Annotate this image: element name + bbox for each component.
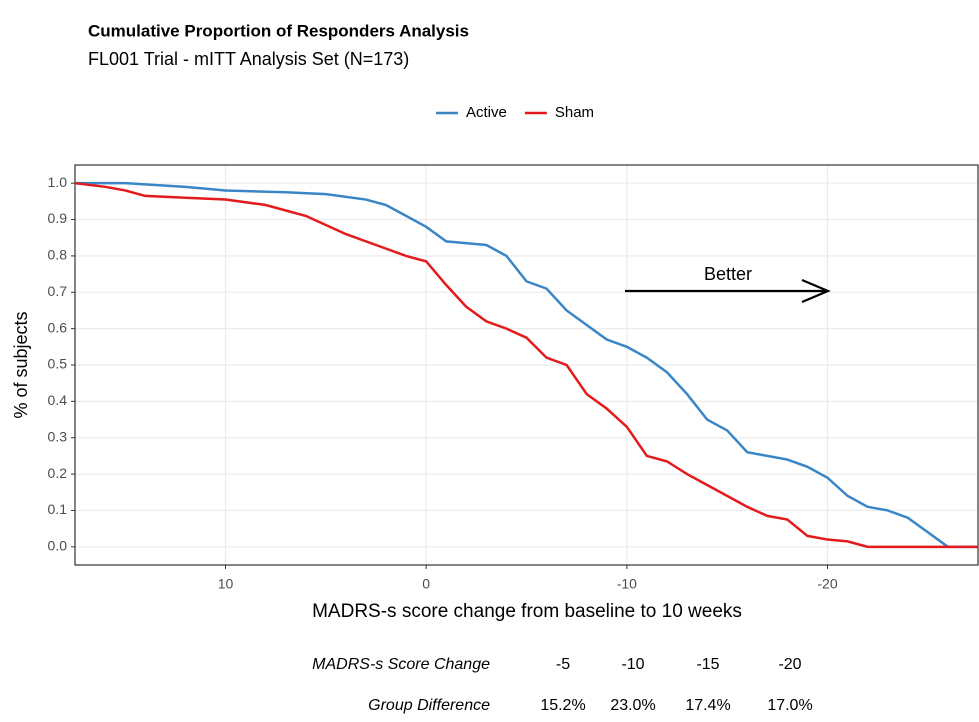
y-tick-label: 0.5 bbox=[48, 356, 68, 372]
y-tick-label: 0.1 bbox=[48, 501, 68, 517]
annotation-arrow bbox=[625, 278, 831, 304]
table-cell: 17.4% bbox=[685, 697, 730, 714]
table-cell: -10 bbox=[621, 656, 644, 673]
table-row-label: MADRS-s Score Change bbox=[312, 656, 490, 673]
plot-border bbox=[74, 164, 979, 566]
y-tick-label: 0.7 bbox=[48, 283, 68, 299]
x-tick-label: -20 bbox=[817, 576, 837, 592]
y-tick-label: 0.8 bbox=[48, 247, 68, 263]
table-cell: -15 bbox=[696, 656, 719, 673]
x-tick-label: 10 bbox=[218, 576, 234, 592]
legend-label: Active bbox=[466, 104, 507, 121]
legend-label: Sham bbox=[555, 104, 594, 121]
y-tick-label: 0.4 bbox=[48, 392, 68, 408]
series-line bbox=[74, 181, 978, 549]
series-line bbox=[75, 181, 978, 549]
x-tick-label: -10 bbox=[617, 576, 637, 592]
y-tick-label: 0.3 bbox=[48, 428, 68, 444]
y-tick-label: 0.2 bbox=[48, 465, 68, 481]
y-tick-label: 0.6 bbox=[48, 319, 68, 335]
chart-title: Cumulative Proportion of Responders Anal… bbox=[88, 21, 469, 40]
y-axis-title: % of subjects bbox=[11, 311, 31, 418]
table-cell: 17.0% bbox=[767, 697, 812, 714]
table-cell: -20 bbox=[778, 656, 801, 673]
table-row-label: Group Difference bbox=[368, 697, 490, 714]
chart-subtitle: FL001 Trial - mITT Analysis Set (N=173) bbox=[88, 49, 409, 69]
x-tick-label: 0 bbox=[422, 576, 430, 592]
table-cell: -5 bbox=[556, 656, 570, 673]
annotation: Better bbox=[704, 264, 752, 284]
y-tick-label: 0.9 bbox=[48, 210, 68, 226]
x-axis-title: MADRS-s score change from baseline to 10… bbox=[312, 601, 742, 622]
y-tick-label: 1.0 bbox=[48, 174, 68, 190]
table-cell: 15.2% bbox=[540, 697, 585, 714]
table-cell: 23.0% bbox=[610, 697, 655, 714]
y-tick-label: 0.0 bbox=[48, 538, 68, 554]
